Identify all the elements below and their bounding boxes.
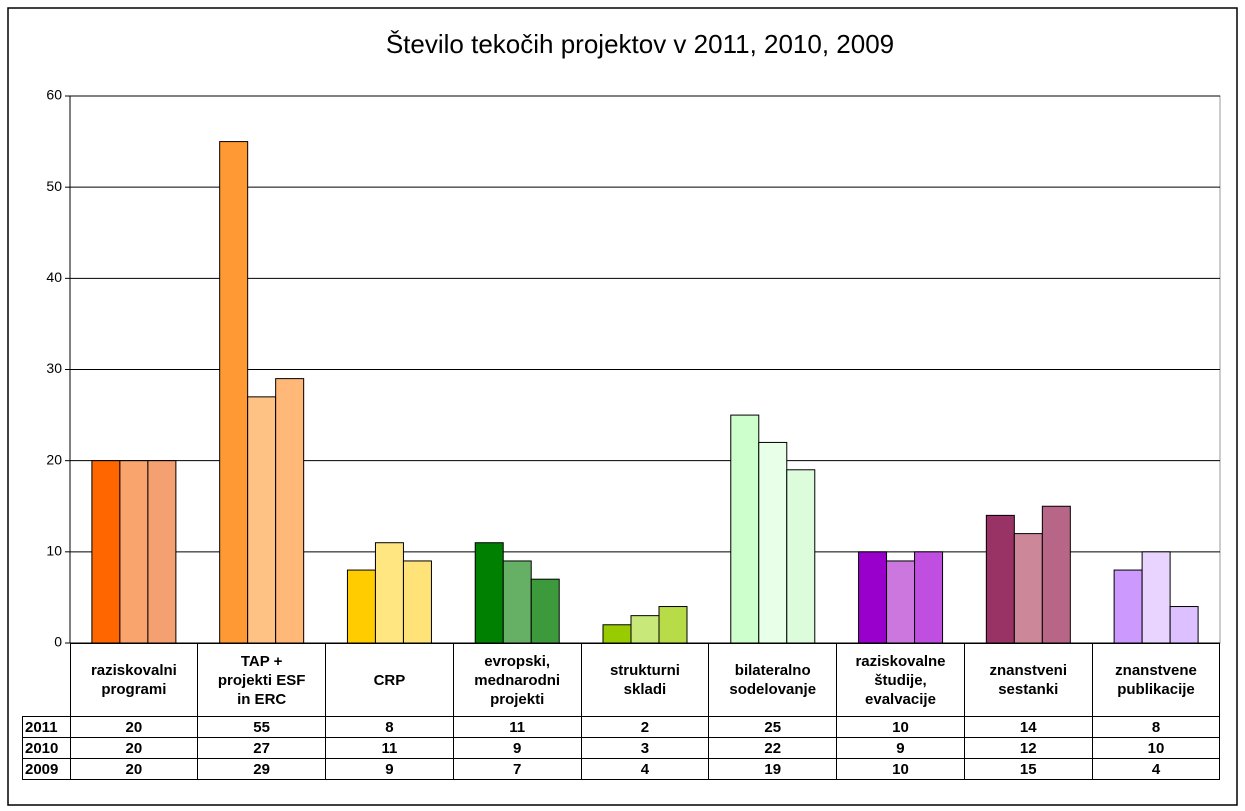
category-label: CRP bbox=[325, 643, 454, 717]
bar bbox=[1013, 533, 1043, 644]
bar bbox=[630, 615, 660, 644]
table-value: 12 bbox=[963, 737, 1093, 759]
bar bbox=[658, 606, 688, 644]
table-value: 20 bbox=[69, 737, 199, 759]
bar bbox=[1041, 505, 1071, 644]
table-value: 29 bbox=[197, 758, 327, 780]
series-label: 2010 bbox=[22, 737, 71, 759]
bar bbox=[474, 542, 504, 644]
y-tick-label: 20 bbox=[46, 451, 62, 467]
bar bbox=[275, 378, 305, 644]
bar bbox=[1141, 551, 1171, 644]
table-value: 8 bbox=[325, 716, 454, 738]
table-value: 55 bbox=[197, 716, 327, 738]
table-value: 27 bbox=[197, 737, 327, 759]
table-value: 10 bbox=[836, 758, 965, 780]
table-value: 9 bbox=[836, 737, 965, 759]
table-value: 4 bbox=[1091, 758, 1221, 780]
table-value: 8 bbox=[1091, 716, 1221, 738]
y-tick-label: 10 bbox=[46, 543, 62, 559]
table-value: 9 bbox=[452, 737, 582, 759]
bar bbox=[786, 469, 816, 644]
bar bbox=[1169, 606, 1199, 644]
table-value: 11 bbox=[452, 716, 582, 738]
y-tick-label: 50 bbox=[46, 178, 62, 194]
bar bbox=[530, 578, 560, 644]
chart-title: Število tekočih projektov v 2011, 2010, … bbox=[386, 29, 894, 59]
bar bbox=[758, 441, 788, 644]
bar bbox=[91, 460, 121, 644]
category-label: raziskovalni programi bbox=[69, 643, 199, 717]
table-value: 11 bbox=[325, 737, 454, 759]
bar bbox=[730, 414, 760, 644]
category-label: znanstveni sestanki bbox=[963, 643, 1093, 717]
table-value: 9 bbox=[325, 758, 454, 780]
table-row: 2011 20 55 8 11 2 25 10 14 8 bbox=[22, 716, 1221, 738]
table-value: 2 bbox=[580, 716, 710, 738]
bar bbox=[1113, 569, 1143, 644]
y-tick-label: 40 bbox=[46, 269, 62, 285]
bar bbox=[219, 141, 249, 644]
category-label: znanstvene publikacije bbox=[1091, 643, 1221, 717]
bar bbox=[119, 460, 149, 644]
series-label: 2011 bbox=[22, 716, 71, 738]
bar bbox=[502, 560, 532, 644]
bar bbox=[858, 551, 888, 644]
table-value: 10 bbox=[1091, 737, 1221, 759]
table-row: 2010 20 27 11 9 3 22 9 12 10 bbox=[22, 737, 1221, 759]
bar bbox=[914, 551, 944, 644]
bar bbox=[374, 542, 404, 644]
table-value: 20 bbox=[69, 716, 199, 738]
bar bbox=[247, 396, 277, 644]
series-label: 2009 bbox=[22, 758, 71, 780]
bar bbox=[886, 560, 916, 644]
bar bbox=[602, 624, 632, 644]
table-value: 7 bbox=[452, 758, 582, 780]
table-corner bbox=[23, 644, 71, 717]
category-label: evropski, mednarodni projekti bbox=[452, 643, 582, 717]
bar bbox=[985, 514, 1015, 644]
data-table: raziskovalni programi TAP + projekti ESF … bbox=[22, 643, 1221, 780]
category-label: strukturni skladi bbox=[580, 643, 710, 717]
table-value: 22 bbox=[708, 737, 838, 759]
category-label: TAP + projekti ESF in ERC bbox=[197, 643, 327, 717]
table-value: 15 bbox=[963, 758, 1093, 780]
category-label: bilateralno sodelovanje bbox=[708, 643, 838, 717]
y-tick-label: 30 bbox=[46, 360, 62, 376]
table-row: 2009 20 29 9 7 4 19 10 15 4 bbox=[22, 758, 1221, 780]
y-tick-label: 60 bbox=[46, 87, 62, 103]
category-label: raziskovalne študije, evalvacije bbox=[836, 643, 965, 717]
table-value: 4 bbox=[580, 758, 710, 780]
bar bbox=[147, 460, 177, 644]
table-value: 3 bbox=[580, 737, 710, 759]
table-value: 19 bbox=[708, 758, 838, 780]
y-tick-label: 0 bbox=[54, 634, 62, 650]
table-value: 10 bbox=[836, 716, 965, 738]
table-row: raziskovalni programi TAP + projekti ESF … bbox=[23, 643, 1221, 717]
bar bbox=[402, 560, 432, 644]
table-value: 14 bbox=[963, 716, 1093, 738]
table-value: 25 bbox=[708, 716, 838, 738]
table-value: 20 bbox=[69, 758, 199, 780]
bar bbox=[346, 569, 376, 644]
